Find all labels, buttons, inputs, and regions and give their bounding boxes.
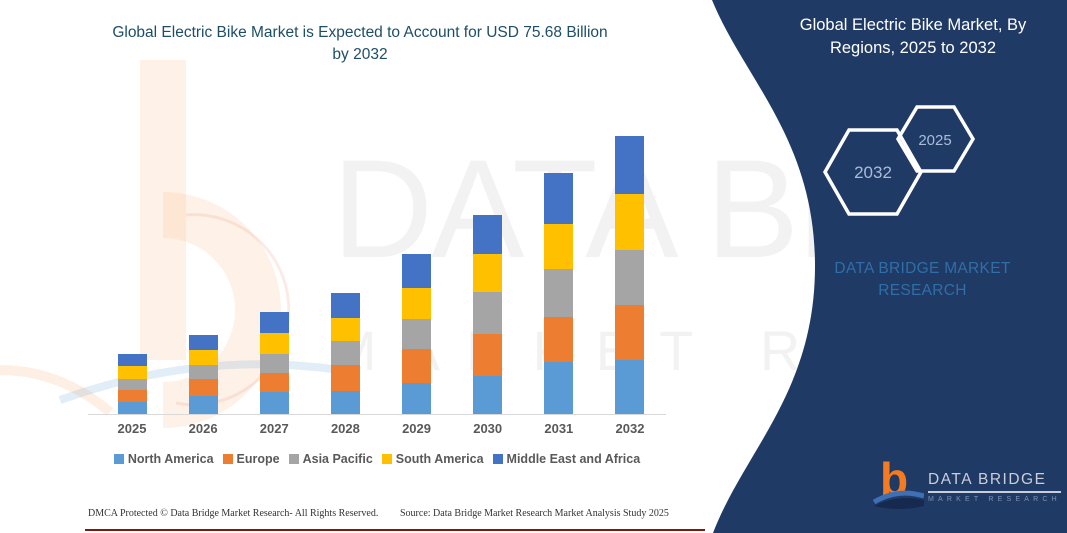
bar-segment-south-america <box>259 332 289 354</box>
bar-segment-south-america <box>330 318 360 341</box>
bar-segment-north-america <box>402 383 432 414</box>
logo-name: DATA BRIDGE <box>928 471 1061 493</box>
x-tick-label: 2029 <box>402 421 431 436</box>
stacked-bar-2025 <box>117 127 147 414</box>
x-tick-label: 2026 <box>188 421 218 436</box>
bar-segment-asia-pacific <box>402 318 432 349</box>
legend-label: Europe <box>236 452 280 466</box>
stacked-bar-2032 <box>615 127 645 414</box>
bar-segment-asia-pacific <box>188 364 218 379</box>
panel-brand-line1: DATA BRIDGE MARKET <box>834 260 1011 277</box>
footer-divider-line <box>85 529 705 531</box>
stacked-bar-2030 <box>473 127 503 414</box>
panel-title: Global Electric Bike Market, By Regions,… <box>770 14 1056 60</box>
badge-2032-label: 2032 <box>854 163 892 182</box>
bar-segment-asia-pacific <box>615 249 645 306</box>
x-tick-label: 2030 <box>473 421 503 436</box>
bar-segment-asia-pacific <box>544 268 574 318</box>
legend-item: Middle East and Africa <box>492 452 641 466</box>
bar-segment-middle-east-and-africa <box>615 136 645 195</box>
bar-segment-middle-east-and-africa <box>544 173 574 224</box>
bar-segment-europe <box>473 334 503 376</box>
bar-segment-europe <box>259 373 289 393</box>
legend: North America Europe Asia Pacific South Ame… <box>80 452 674 466</box>
company-logo: b DATA BRIDGE MARKET RESEARCH <box>872 453 1061 512</box>
legend-label: South America <box>395 452 484 466</box>
legend-label: Middle East and Africa <box>506 452 641 466</box>
bar-segment-asia-pacific <box>259 353 289 374</box>
bar-segment-asia-pacific <box>473 292 503 334</box>
bar-segment-middle-east-and-africa <box>117 353 147 367</box>
plot-area <box>88 128 666 415</box>
stacked-bar-2026 <box>188 127 218 414</box>
legend-label: Asia Pacific <box>302 452 373 466</box>
legend-swatch-icon <box>288 454 299 464</box>
x-tick-label: 2028 <box>330 421 360 436</box>
badge-2025-label: 2025 <box>918 132 951 149</box>
bar-segment-europe <box>402 348 432 384</box>
x-tick-label: 2031 <box>544 421 574 436</box>
chart-title: Global Electric Bike Market is Expected … <box>40 22 680 66</box>
panel-title-line2: Regions, 2025 to 2032 <box>829 39 997 57</box>
x-axis-line <box>88 414 666 415</box>
bar-segment-middle-east-and-africa <box>473 214 503 254</box>
bar-segment-middle-east-and-africa <box>188 334 218 350</box>
bar-segment-north-america <box>544 362 574 414</box>
bar-segment-south-america <box>117 366 147 380</box>
legend-item: Europe <box>222 452 280 466</box>
bar-segment-asia-pacific <box>117 379 147 390</box>
x-tick-label: 2025 <box>117 421 147 436</box>
legend-item: Asia Pacific <box>288 452 373 466</box>
chart-title-line2: by 2032 <box>332 46 388 63</box>
bar-segment-south-america <box>473 254 503 293</box>
bar-segment-north-america <box>330 390 360 414</box>
bar-segment-south-america <box>402 287 432 319</box>
legend-swatch-icon <box>492 454 503 464</box>
bar-segment-south-america <box>188 349 218 365</box>
stacked-bar-2027 <box>259 127 289 414</box>
bar-segment-europe <box>117 389 147 402</box>
x-axis-labels: 2025 2026 2027 2028 2029 2030 2031 2032 <box>88 421 666 439</box>
bar-segment-europe <box>330 364 360 391</box>
bar-segment-north-america <box>473 375 503 414</box>
panel-title-line1: Global Electric Bike Market, By <box>799 16 1027 34</box>
badge-2025-hexagon: 2025 <box>895 105 976 173</box>
x-tick-label: 2027 <box>259 421 289 436</box>
legend-label: North America <box>127 452 214 466</box>
logo-text: DATA BRIDGE MARKET RESEARCH <box>928 471 1061 503</box>
legend-swatch-icon <box>381 454 392 464</box>
bar-segment-middle-east-and-africa <box>402 254 432 288</box>
bar-segment-asia-pacific <box>330 340 360 365</box>
copyright-text: DMCA Protected © Data Bridge Market Rese… <box>88 508 379 519</box>
bar-segment-north-america <box>615 360 645 414</box>
bar-segment-middle-east-and-africa <box>330 293 360 319</box>
stacked-bar-2031 <box>544 127 574 414</box>
chart-title-line1: Global Electric Bike Market is Expected … <box>112 24 608 41</box>
legend-swatch-icon <box>113 454 124 464</box>
stacked-bar-2028 <box>330 127 360 414</box>
logo-swoosh-icon <box>872 490 924 509</box>
stacked-bar-2029 <box>402 127 432 414</box>
bar-segment-north-america <box>259 392 289 414</box>
logo-subname: MARKET RESEARCH <box>928 496 1061 503</box>
bar-segment-north-america <box>188 396 218 414</box>
x-tick-label: 2032 <box>615 421 645 436</box>
bar-segment-europe <box>615 305 645 361</box>
right-panel-background: 2032 2025 <box>712 0 1067 533</box>
bar-segment-south-america <box>615 194 645 250</box>
panel-brand-line2: RESEARCH <box>878 282 967 299</box>
source-text: Source: Data Bridge Market Research Mark… <box>400 508 669 519</box>
logo-b-icon: b <box>872 453 924 512</box>
legend-swatch-icon <box>222 454 233 464</box>
bar-segment-europe <box>544 317 574 363</box>
bar-segment-north-america <box>117 401 147 414</box>
panel-brand-text: DATA BRIDGE MARKET RESEARCH <box>790 258 1055 302</box>
bar-segment-middle-east-and-africa <box>259 312 289 333</box>
bar-segment-south-america <box>544 223 574 269</box>
legend-item: North America <box>113 452 214 466</box>
bar-segment-europe <box>188 378 218 397</box>
legend-item: South America <box>381 452 484 466</box>
